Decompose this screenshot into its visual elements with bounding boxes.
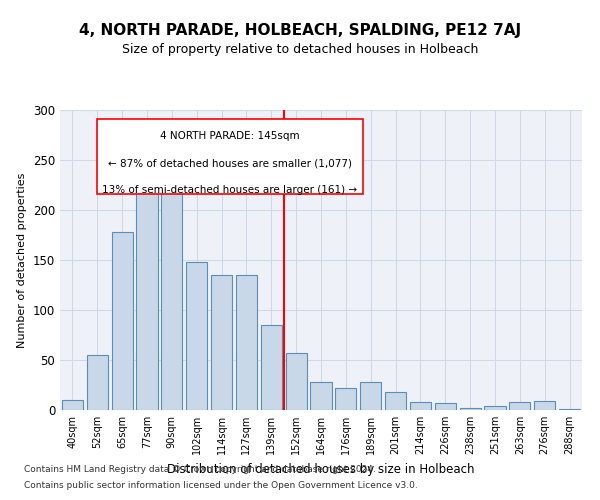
Bar bbox=[410, 402, 431, 410]
Bar bbox=[460, 408, 481, 410]
Bar bbox=[87, 355, 108, 410]
FancyBboxPatch shape bbox=[97, 119, 363, 194]
Bar bbox=[261, 325, 282, 410]
Text: 13% of semi-detached houses are larger (161) →: 13% of semi-detached houses are larger (… bbox=[102, 185, 357, 195]
Bar bbox=[161, 182, 182, 410]
Bar bbox=[211, 275, 232, 410]
Bar bbox=[435, 403, 456, 410]
Y-axis label: Number of detached properties: Number of detached properties bbox=[17, 172, 28, 348]
Text: Size of property relative to detached houses in Holbeach: Size of property relative to detached ho… bbox=[122, 42, 478, 56]
Bar bbox=[112, 232, 133, 410]
Text: ← 87% of detached houses are smaller (1,077): ← 87% of detached houses are smaller (1,… bbox=[107, 158, 352, 168]
Bar bbox=[484, 406, 506, 410]
Bar bbox=[62, 400, 83, 410]
Text: Contains public sector information licensed under the Open Government Licence v3: Contains public sector information licen… bbox=[24, 480, 418, 490]
Bar bbox=[335, 388, 356, 410]
Bar bbox=[286, 353, 307, 410]
Bar bbox=[559, 409, 580, 410]
Text: 4 NORTH PARADE: 145sqm: 4 NORTH PARADE: 145sqm bbox=[160, 131, 299, 141]
Bar bbox=[236, 275, 257, 410]
Bar bbox=[310, 382, 332, 410]
Bar bbox=[509, 402, 530, 410]
Bar bbox=[534, 401, 555, 410]
Text: 4, NORTH PARADE, HOLBEACH, SPALDING, PE12 7AJ: 4, NORTH PARADE, HOLBEACH, SPALDING, PE1… bbox=[79, 22, 521, 38]
X-axis label: Distribution of detached houses by size in Holbeach: Distribution of detached houses by size … bbox=[167, 462, 475, 475]
Bar bbox=[360, 382, 381, 410]
Bar bbox=[385, 392, 406, 410]
Bar bbox=[136, 192, 158, 410]
Text: Contains HM Land Registry data © Crown copyright and database right 2024.: Contains HM Land Registry data © Crown c… bbox=[24, 466, 376, 474]
Bar bbox=[186, 262, 207, 410]
